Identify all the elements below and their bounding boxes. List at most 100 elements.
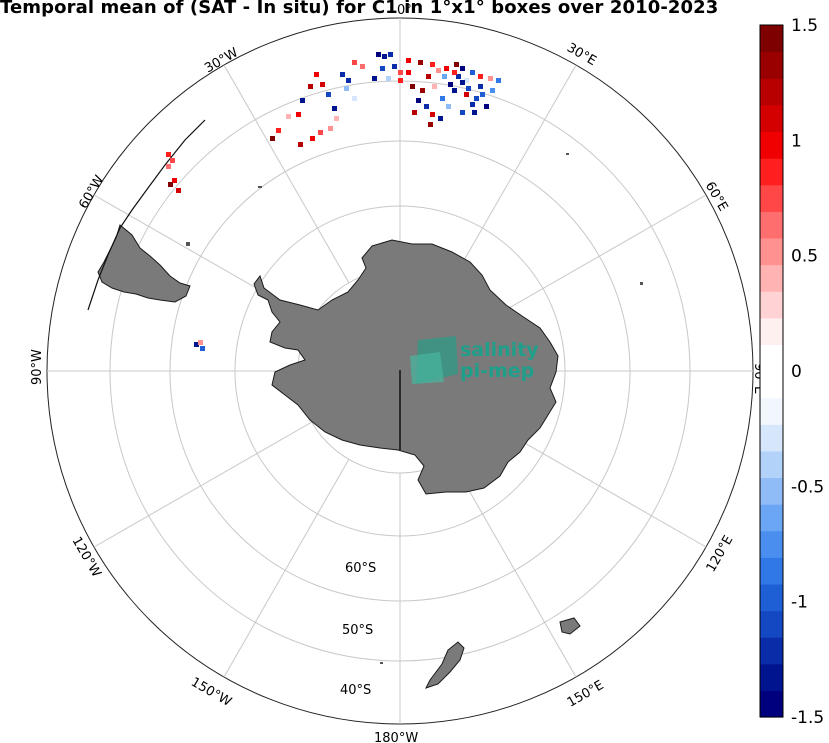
- data-cell: [298, 142, 303, 147]
- data-cell: [380, 66, 385, 71]
- colorbar-tick-label: 0: [791, 362, 802, 382]
- meridian-150w: [223, 458, 350, 678]
- data-cell: [314, 72, 319, 77]
- colorbar-swatch: [760, 211, 783, 239]
- lon-label-0: 0°: [397, 3, 412, 18]
- data-cell: [416, 98, 421, 103]
- colorbar-swatch: [760, 610, 783, 638]
- data-cell: [464, 92, 469, 97]
- data-cell: [452, 88, 457, 93]
- data-cell: [426, 74, 431, 79]
- data-cell: [296, 112, 301, 117]
- salinity-pimep-logo: salinity pi-mep: [410, 336, 539, 384]
- colorbar-tick-label: 1: [791, 131, 802, 151]
- data-cell: [344, 86, 349, 91]
- data-cell: [446, 104, 451, 109]
- data-cell: [300, 98, 305, 103]
- colorbar-swatch: [760, 477, 783, 505]
- data-cell: [320, 82, 325, 87]
- data-cell: [418, 60, 423, 65]
- meridian-120w: [93, 421, 313, 548]
- data-cell: [398, 70, 403, 75]
- colorbar-swatch: [760, 184, 783, 212]
- data-cell: [442, 74, 447, 79]
- data-cell: [456, 74, 461, 79]
- data-cell: [484, 104, 489, 109]
- data-cell: [334, 116, 339, 121]
- colorbar-swatch: [760, 158, 783, 186]
- data-cell: [340, 72, 345, 77]
- meridian-30w: [223, 64, 350, 284]
- data-cell: [276, 128, 281, 133]
- data-cell: [406, 70, 411, 75]
- data-cell: [430, 62, 435, 67]
- data-cell: [430, 112, 435, 117]
- colorbar-ticks: 1.5 1 0.5 0 -0.5 -1 -1.5: [791, 16, 824, 728]
- lon-label-150w: 150°W: [188, 675, 234, 710]
- south-america-tip: [97, 224, 191, 303]
- data-cell: [466, 86, 471, 91]
- data-cell: [172, 178, 177, 183]
- colorbar-swatch: [760, 450, 783, 479]
- colorbar-tick-label: -1.5: [791, 708, 824, 728]
- data-cell: [472, 110, 477, 115]
- data-cell: [424, 104, 429, 109]
- colorbar-swatch: [760, 504, 783, 532]
- data-cell: [478, 84, 483, 89]
- data-cell: [166, 152, 171, 157]
- data-cell: [286, 114, 291, 119]
- colorbar-swatch: [760, 131, 783, 159]
- data-cells: [166, 52, 501, 351]
- colorbar-swatch: [760, 317, 783, 345]
- lon-label-150e: 150°E: [565, 678, 607, 711]
- colorbar-swatch: [760, 530, 783, 558]
- colorbar-swatch: [760, 557, 783, 585]
- lat-label-40s: 40°S: [340, 683, 371, 698]
- data-cell: [470, 70, 475, 75]
- data-cell: [328, 126, 333, 131]
- data-cell: [270, 136, 275, 141]
- data-cell: [318, 130, 323, 135]
- data-cell: [444, 66, 449, 71]
- data-cell: [478, 74, 483, 79]
- colorbar-swatch: [760, 25, 783, 53]
- colorbar-tick-label: -0.5: [791, 477, 824, 497]
- lon-label-180: 180°W: [374, 731, 418, 743]
- colorbar-swatch: [760, 397, 783, 425]
- data-cell: [346, 78, 351, 83]
- data-cell: [452, 70, 457, 75]
- meridian-150e: [450, 458, 577, 678]
- data-cell: [392, 64, 397, 69]
- meridian-60e: [487, 194, 707, 321]
- antarctica-landmass: [253, 239, 559, 495]
- colorbar-tick-label: -1: [791, 593, 808, 613]
- data-cell: [352, 60, 357, 65]
- data-cell: [464, 78, 469, 83]
- island-bouvet: [566, 153, 569, 155]
- colorbar-tick-label: 1.5: [791, 16, 818, 36]
- colorbar-swatch: [760, 637, 783, 665]
- meridian-grid: [47, 18, 753, 724]
- colorbar-frame: [759, 24, 784, 718]
- data-cell: [470, 102, 475, 107]
- lon-label-90w: 90°W: [30, 349, 45, 385]
- data-cell: [460, 80, 465, 85]
- colorbar-swatch: [760, 424, 783, 452]
- data-cell: [496, 78, 501, 83]
- colorbar-swatch: [760, 51, 783, 79]
- logo-line2: pi-mep: [460, 360, 534, 382]
- data-cell: [406, 58, 411, 63]
- data-cell: [480, 92, 485, 97]
- tasmania: [559, 617, 581, 635]
- data-cell: [460, 110, 465, 115]
- meridian-30e: [450, 64, 577, 284]
- colorbar-swatch: [760, 371, 783, 399]
- data-cell: [310, 136, 315, 141]
- data-cell: [308, 84, 313, 89]
- island-falklands: [186, 242, 190, 246]
- data-cell: [490, 88, 495, 93]
- data-cell: [410, 84, 415, 89]
- colorbar-swatches: [760, 25, 783, 718]
- data-cell: [412, 110, 417, 115]
